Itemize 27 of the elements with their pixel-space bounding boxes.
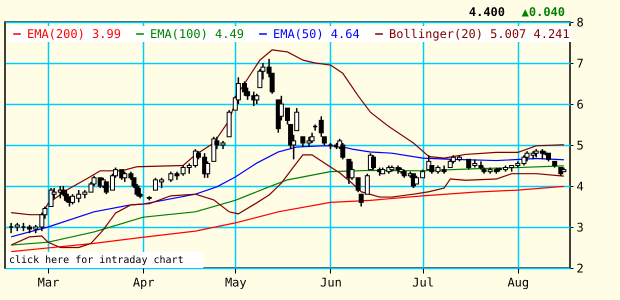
x-tick-label: Jun bbox=[320, 276, 342, 290]
y-tick-label: 4 bbox=[576, 180, 584, 194]
legend-label: EMA(200) 3.99 bbox=[27, 27, 121, 41]
y-tick-label: 2 bbox=[576, 262, 584, 276]
x-tick-label: Apr bbox=[132, 276, 155, 290]
candlestick bbox=[254, 93, 260, 105]
candlestick bbox=[370, 154, 376, 170]
x-tick-label: Jul bbox=[412, 276, 434, 290]
candlestick bbox=[340, 142, 346, 160]
y-tick-label: 7 bbox=[576, 56, 584, 70]
text: ▲0.040 bbox=[522, 5, 565, 19]
candlestick bbox=[48, 187, 54, 208]
x-tick-label: Mar bbox=[38, 276, 60, 290]
y-tick-label: 8 bbox=[576, 16, 584, 30]
x-tick-label: May bbox=[224, 276, 247, 290]
text: 4.400 bbox=[468, 5, 505, 19]
annotation: click here for intraday chart bbox=[9, 255, 184, 266]
legend-label: Bollinger(20) 5.007 4.241 bbox=[389, 27, 570, 41]
candlestick bbox=[138, 187, 143, 200]
y-tick-label: 3 bbox=[576, 220, 584, 234]
candlestick bbox=[310, 132, 315, 144]
x-tick-label: Aug bbox=[507, 276, 530, 290]
candlestick bbox=[211, 136, 216, 162]
y-tick-label: 6 bbox=[576, 98, 584, 112]
legend-label: EMA(100) 4.49 bbox=[150, 27, 244, 41]
legend-label: EMA(50) 4.64 bbox=[273, 27, 360, 41]
y-tick-label: 5 bbox=[576, 138, 584, 152]
